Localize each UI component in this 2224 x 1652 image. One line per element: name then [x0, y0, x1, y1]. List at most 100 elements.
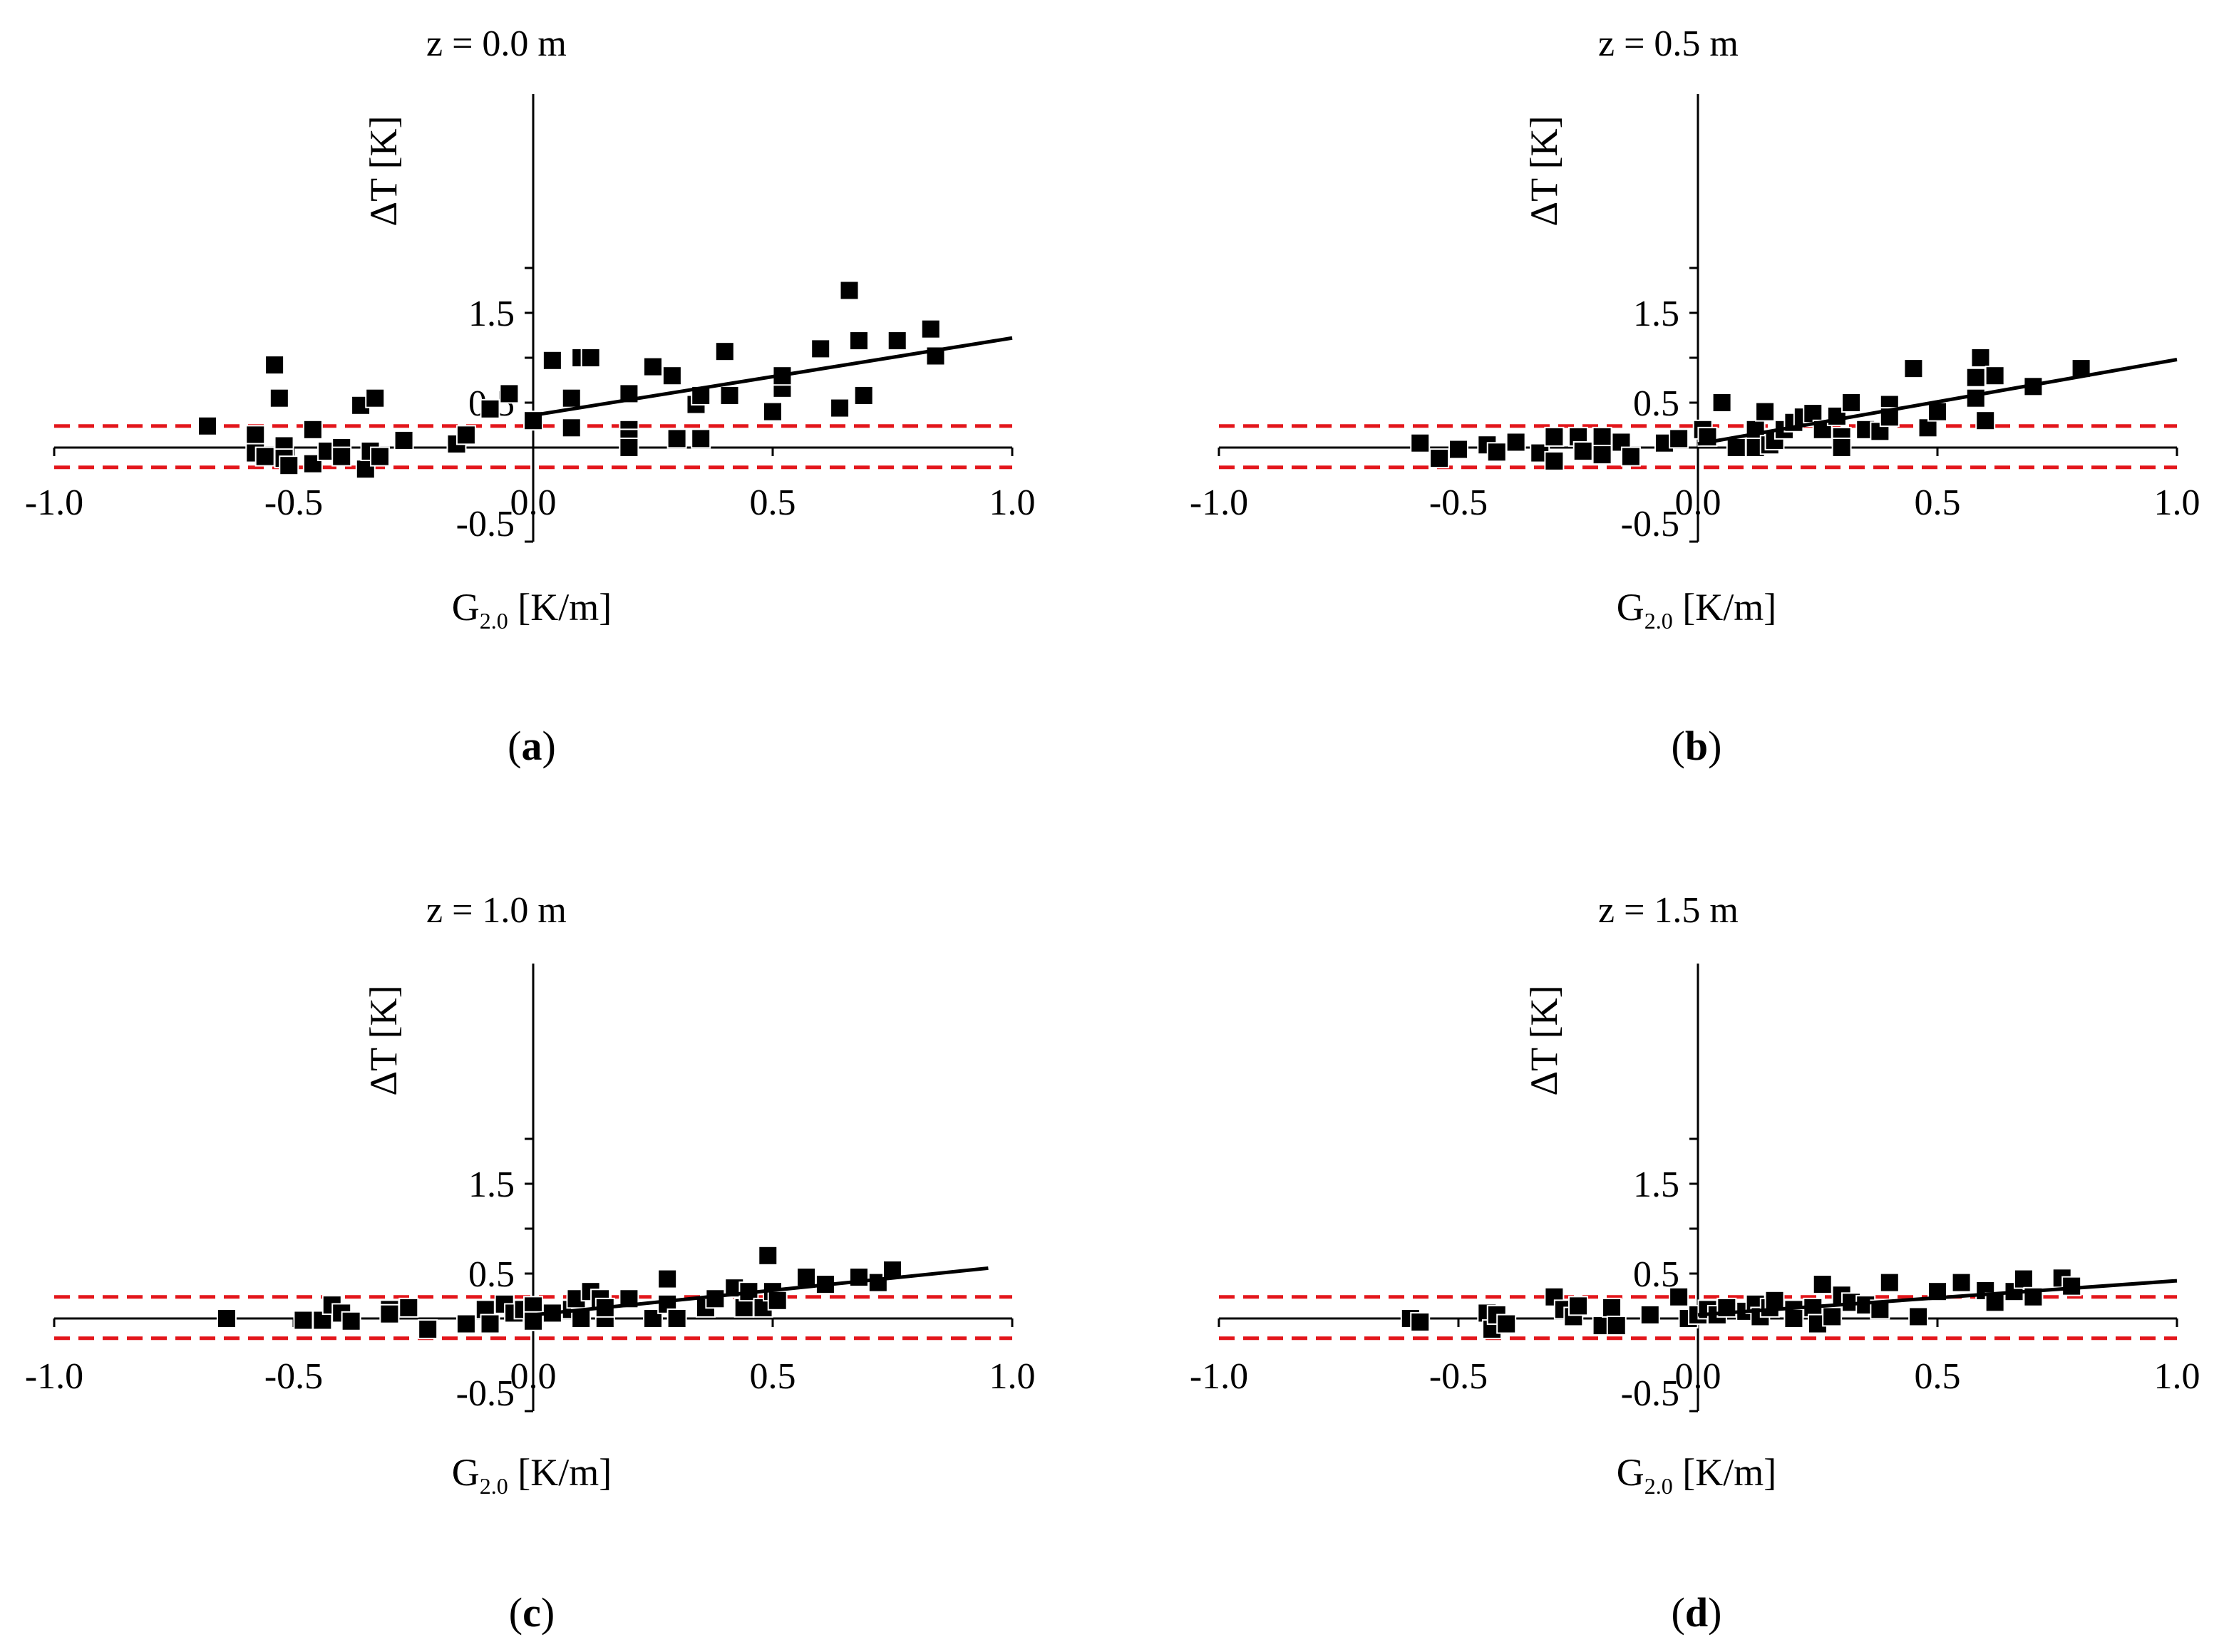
data-point	[269, 388, 289, 408]
x-axis-label: G2.0 [K/m]	[1617, 1451, 1776, 1499]
data-point	[1669, 1286, 1689, 1307]
data-point	[264, 355, 285, 376]
chart-title: z = 0.5 m	[1598, 24, 1739, 64]
data-point	[810, 339, 831, 359]
data-point	[691, 428, 711, 449]
x-tick-label: 1.0	[989, 482, 1036, 523]
panel-caption: (b)	[1672, 723, 1722, 769]
data-point	[1812, 1274, 1833, 1295]
data-point	[561, 388, 582, 408]
data-point	[887, 331, 907, 351]
data-point	[1606, 1316, 1627, 1336]
data-point	[254, 446, 275, 467]
data-point	[1544, 450, 1565, 471]
x-tick-label: 1.0	[2154, 1356, 2200, 1397]
data-point	[2013, 1269, 2034, 1289]
x-tick-label: 1.0	[989, 1356, 1036, 1397]
x-tick-label: -0.5	[1429, 482, 1488, 523]
data-point	[1496, 1313, 1517, 1334]
y-tick-label: 0.5	[468, 1254, 515, 1295]
data-point	[1711, 393, 1732, 413]
data-point	[619, 438, 639, 458]
data-point	[455, 425, 476, 445]
data-point	[1602, 1297, 1622, 1318]
y-tick-label: 1.5	[1633, 294, 1679, 334]
x-tick-label: -1.0	[1190, 482, 1248, 523]
data-point	[293, 1310, 314, 1331]
data-point	[1592, 426, 1612, 447]
x-axis-label: G2.0 [K/m]	[452, 1451, 612, 1499]
data-point	[1726, 438, 1746, 458]
data-point	[499, 383, 520, 404]
trend-line	[532, 336, 1013, 418]
data-point	[1965, 388, 1986, 408]
data-point	[1841, 393, 1862, 413]
data-point	[1927, 401, 1947, 422]
x-tick-label: -1.0	[1190, 1356, 1248, 1397]
data-point	[369, 446, 390, 467]
panel-caption: (a)	[508, 723, 556, 769]
data-point	[853, 385, 874, 406]
data-point	[839, 280, 860, 301]
x-tick-label: -1.0	[25, 482, 83, 523]
chart-title: z = 1.5 m	[1598, 890, 1739, 931]
data-point	[661, 366, 682, 386]
data-point	[1620, 446, 1641, 467]
y-axis-label: ΔT [K]	[362, 985, 405, 1095]
data-point	[763, 401, 783, 422]
data-point	[1951, 1272, 1972, 1293]
x-tick-label: 1.0	[2154, 482, 2200, 523]
data-point	[1448, 439, 1468, 460]
y-tick-label: -0.5	[1621, 504, 1679, 544]
data-point	[719, 385, 740, 406]
y-axis-label: ΔT [K]	[362, 115, 405, 226]
data-point	[1568, 1296, 1588, 1316]
data-point	[393, 430, 414, 450]
data-point	[1669, 428, 1689, 449]
data-point	[1764, 1290, 1785, 1311]
y-tick-label: 1.5	[468, 1165, 515, 1205]
data-point	[398, 1297, 419, 1318]
data-point	[1984, 366, 2005, 386]
data-point	[705, 1289, 726, 1309]
data-point	[1822, 1306, 1843, 1327]
data-point	[455, 1313, 476, 1334]
data-point	[848, 331, 869, 351]
data-point	[1639, 1304, 1660, 1325]
panel-a: z = 0.0 m-1.0-0.50.00.51.0-0.50.51.5ΔT […	[25, 24, 1036, 769]
x-tick-label: 0.5	[1915, 482, 1961, 523]
y-tick-label: -0.5	[1621, 1373, 1679, 1414]
x-axis-label: G2.0 [K/m]	[452, 586, 612, 634]
data-point	[733, 1297, 754, 1318]
y-tick-label: 1.5	[1633, 1165, 1679, 1205]
data-point	[1755, 401, 1776, 422]
x-tick-label: 0.5	[750, 482, 796, 523]
data-point	[1505, 432, 1526, 453]
data-point	[1831, 438, 1852, 458]
data-point	[1429, 448, 1450, 469]
data-point	[1410, 433, 1431, 453]
data-point	[1486, 442, 1507, 463]
panel-caption: (c)	[509, 1589, 555, 1636]
y-axis-label: ΔT [K]	[1523, 985, 1565, 1095]
data-point	[657, 1269, 678, 1289]
data-point	[767, 1290, 788, 1311]
data-point	[480, 1313, 500, 1334]
data-point	[758, 1245, 778, 1266]
y-tick-label: 1.5	[468, 294, 515, 334]
data-point	[1572, 441, 1593, 462]
chart-title: z = 0.0 m	[426, 24, 567, 64]
data-point	[1592, 445, 1612, 465]
y-axis-label: ΔT [K]	[1523, 115, 1565, 226]
data-point	[331, 446, 352, 467]
chart-title: z = 1.0 m	[426, 890, 567, 931]
data-point	[365, 388, 386, 408]
data-point	[1970, 348, 1991, 368]
trend-line	[1697, 358, 2178, 446]
data-point	[580, 348, 601, 368]
data-point	[480, 398, 500, 419]
data-point	[418, 1319, 438, 1340]
trend-line	[532, 1266, 989, 1317]
panel-caption: (d)	[1672, 1589, 1722, 1636]
